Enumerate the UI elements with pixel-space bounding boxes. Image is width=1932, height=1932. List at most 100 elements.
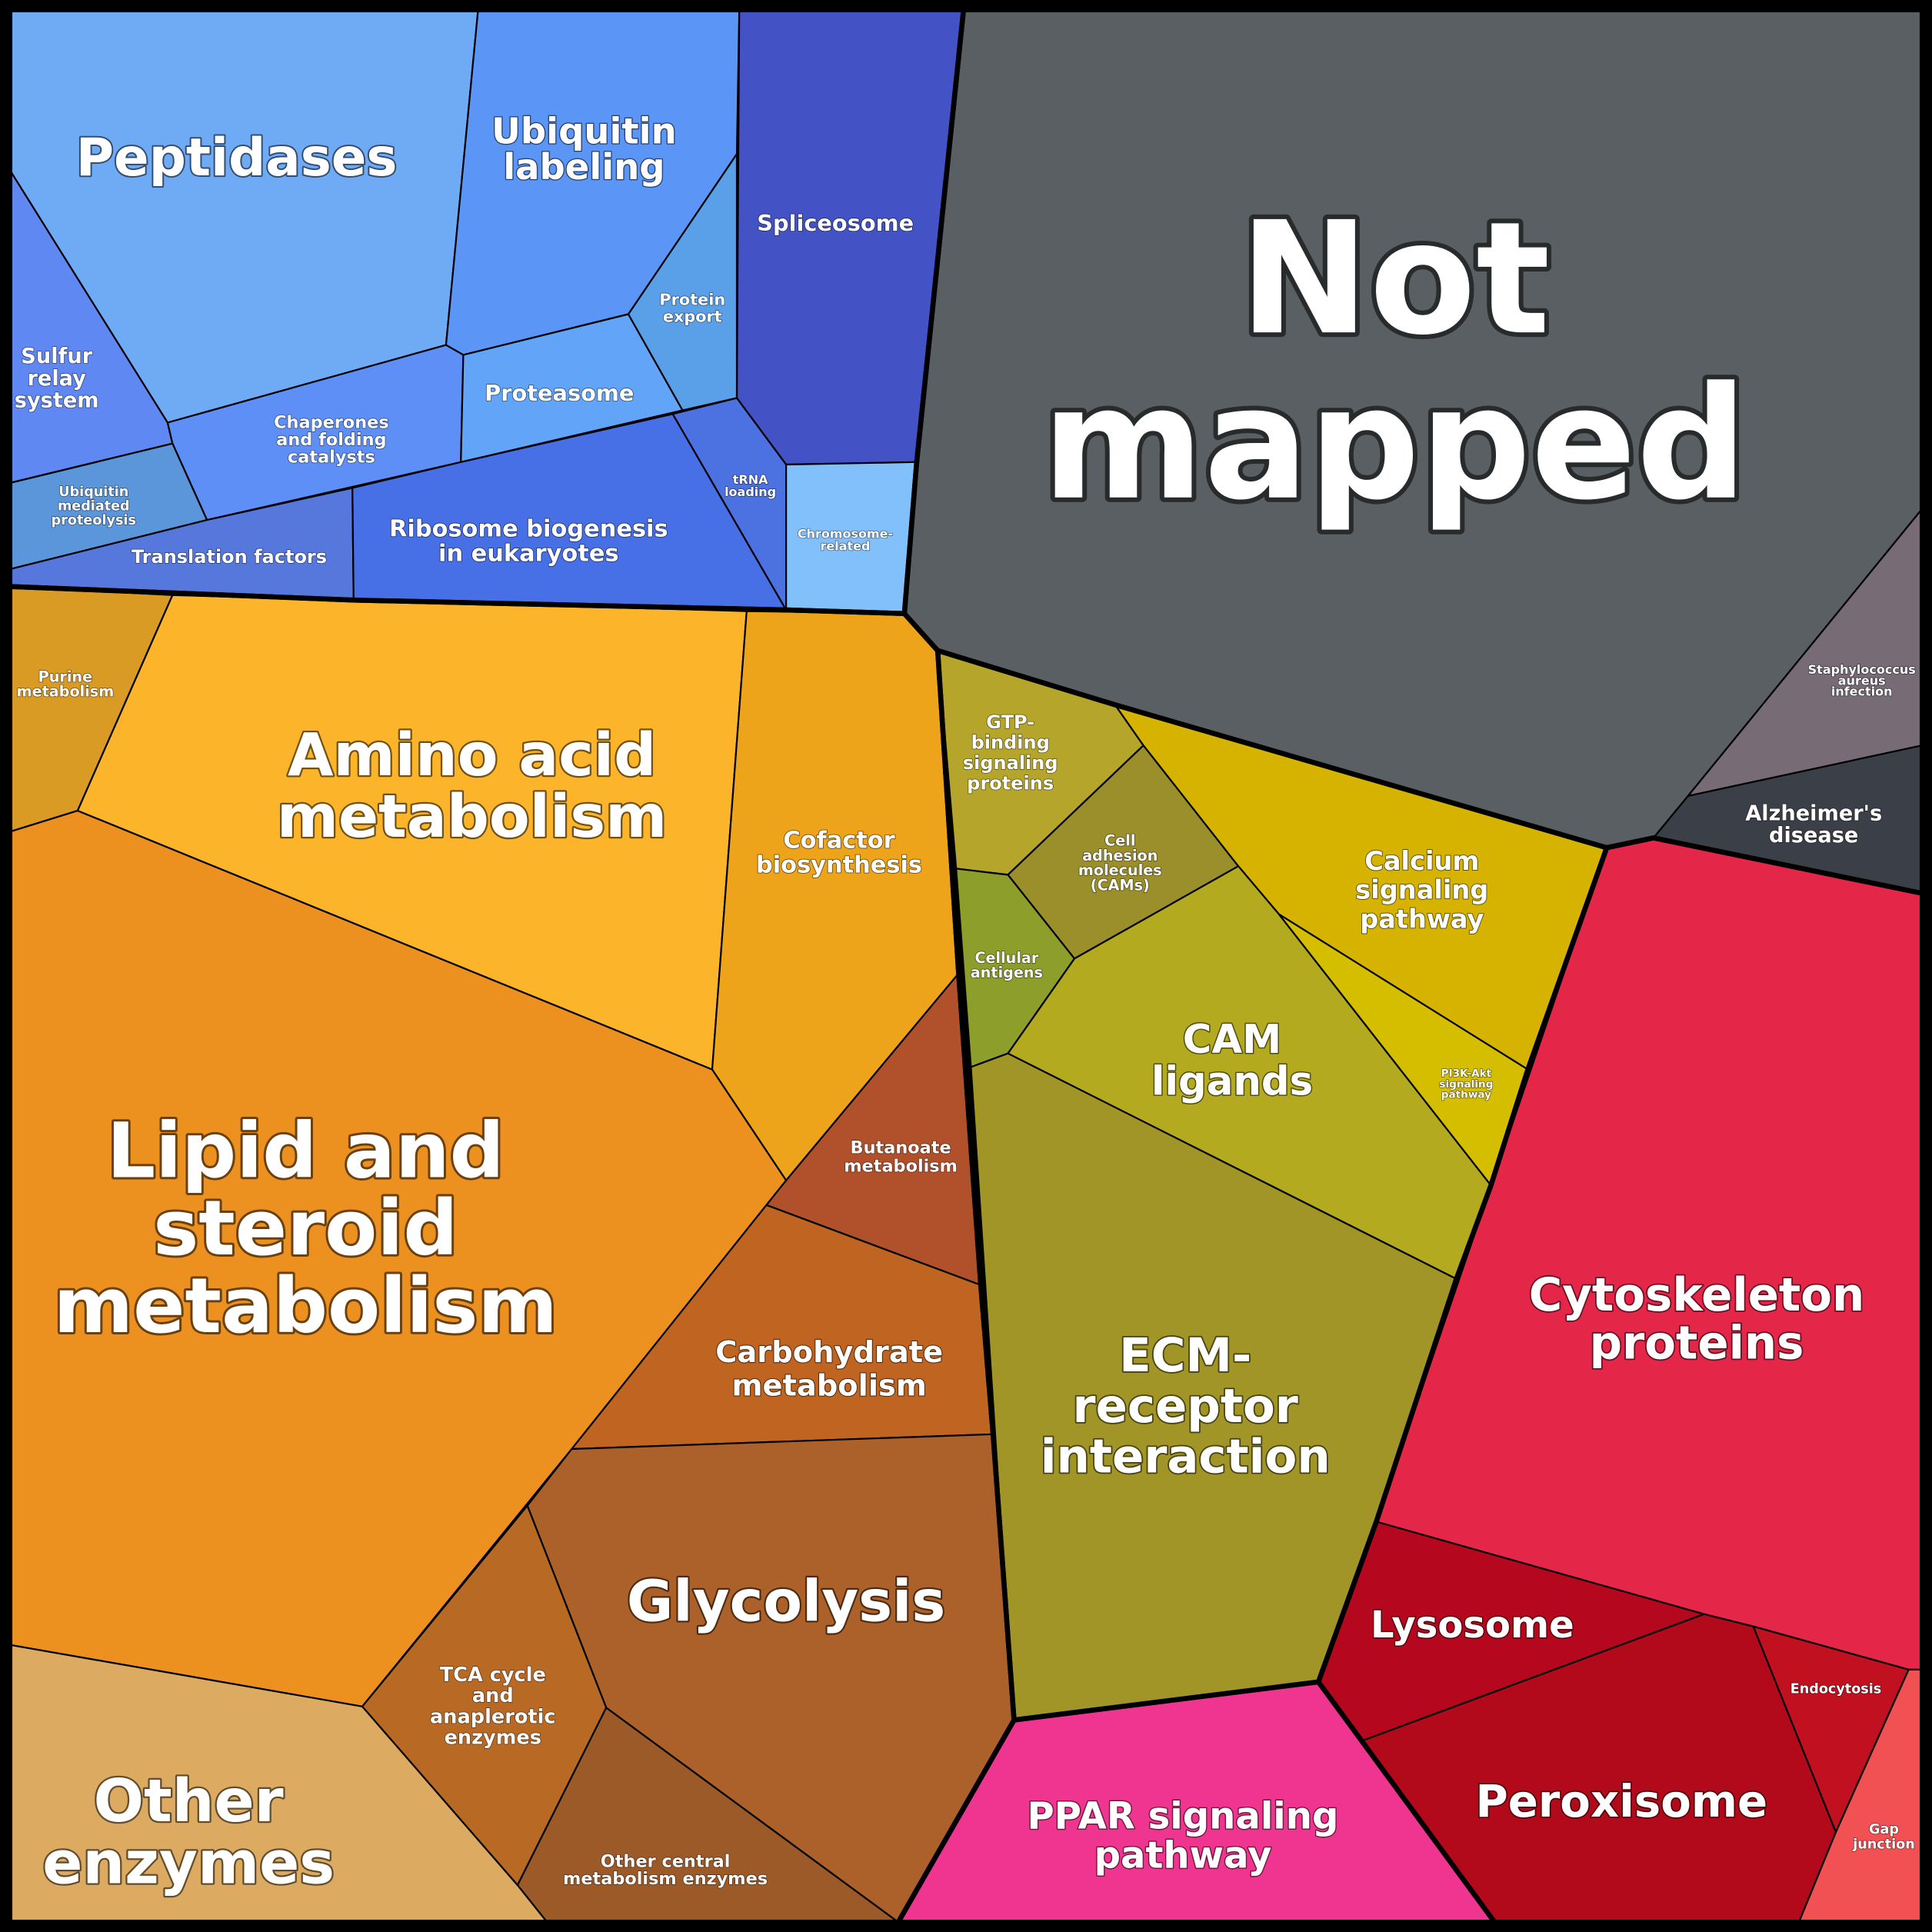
label-cell-adhesion-molecules: Cell adhesion molecules (CAMs) <box>1078 831 1162 894</box>
label-line: metabolism <box>844 1156 958 1176</box>
cell-protein-export <box>627 153 738 411</box>
label-ppar-signaling: PPAR signaling pathway <box>1028 1794 1339 1877</box>
label-line: Carbohydrate <box>715 1335 943 1370</box>
label-lysosome: Lysosome <box>1371 1604 1574 1647</box>
label-cellular-antigens: Cellular antigens <box>971 948 1043 981</box>
label-purine-metabolism: Purine metabolism <box>17 668 115 700</box>
label-line: Sulfur <box>21 345 92 368</box>
label-line: Butanoate <box>851 1138 951 1158</box>
label-line: infection <box>1831 684 1893 698</box>
label-lipid-steroid-metabolism: Lipid and steroid metabolism <box>54 1107 558 1351</box>
label-line: and <box>472 1684 514 1707</box>
label-line: interaction <box>1041 1429 1331 1484</box>
label-line: relay <box>27 366 86 390</box>
label-line: Other central <box>601 1852 731 1872</box>
label-line: aureus <box>1838 673 1886 688</box>
label-spliceosome: Spliceosome <box>757 210 914 236</box>
label-endocytosis: Endocytosis <box>1790 1681 1882 1697</box>
label-line: Ubiquitin <box>491 111 677 152</box>
label-not-mapped: Not mapped <box>1042 188 1747 535</box>
label-line: Protein <box>659 290 725 308</box>
label-line: PPAR signaling <box>1028 1794 1339 1837</box>
label-line: signaling <box>963 752 1058 774</box>
label-line: Other <box>94 1767 284 1836</box>
label-line: ECM- <box>1119 1328 1251 1383</box>
label-ubiquitin-mediated-proteolysis: Ubiquitin mediated proteolysis <box>52 485 136 528</box>
label-line: TCA cycle <box>440 1664 546 1687</box>
label-line: Proteasome <box>485 380 634 406</box>
label-line: Purine <box>38 668 92 685</box>
label-cytoskeleton-proteins: Cytoskeleton proteins <box>1529 1267 1864 1369</box>
label-line: Staphylococcus <box>1808 661 1916 676</box>
pink-group-border <box>895 1679 1497 1925</box>
label-tca-cycle: TCA cycle and anaplerotic enzymes <box>430 1664 556 1750</box>
label-line: Glycolysis <box>627 1569 945 1634</box>
label-line: Cellular <box>974 948 1038 966</box>
label-sulfur-relay-system: Sulfur relay system <box>15 345 99 413</box>
label-other-enzymes: Other enzymes <box>42 1767 335 1897</box>
label-carbohydrate-metabolism: Carbohydrate metabolism <box>715 1335 943 1403</box>
label-line: mapped <box>1042 353 1747 534</box>
label-line: Peptidases <box>76 128 398 188</box>
label-line: CAM <box>1183 1017 1281 1063</box>
label-chaperones: Chaperones and folding catalysts <box>274 413 389 468</box>
label-line: Alzheimer's <box>1745 801 1882 825</box>
label-line: Cytoskeleton <box>1529 1267 1864 1321</box>
label-line: Peroxisome <box>1475 1775 1767 1827</box>
label-line: export <box>663 308 722 326</box>
label-line: anaplerotic <box>430 1705 556 1728</box>
label-line: enzymes <box>445 1727 541 1750</box>
label-line: proteins <box>967 773 1054 794</box>
label-line: steroid <box>153 1184 458 1273</box>
label-line: ligands <box>1151 1059 1313 1105</box>
label-glycolysis: Glycolysis <box>627 1569 945 1634</box>
label-line: receptor <box>1073 1378 1298 1433</box>
label-line: catalysts <box>288 447 375 467</box>
label-chromosome-related: Chromosome-related <box>798 526 893 553</box>
label-protein-export: Protein export <box>659 290 725 325</box>
label-line: Chaperones <box>274 413 389 433</box>
label-butanoate-metabolism: Butanoate metabolism <box>844 1138 958 1176</box>
label-line: binding <box>971 732 1050 754</box>
label-line: pathway <box>1441 1088 1491 1101</box>
label-line: metabolism <box>54 1262 558 1351</box>
label-line: related <box>821 538 871 553</box>
label-line: antigens <box>971 964 1043 981</box>
label-line: metabolism <box>732 1368 927 1403</box>
label-line: pathway <box>1094 1834 1272 1877</box>
label-line: Ubiquitin <box>58 485 128 500</box>
label-cam-ligands: CAM ligands <box>1151 1017 1313 1105</box>
label-other-central-metabolism: Other central metabolism enzymes <box>563 1852 768 1889</box>
label-proteasome: Proteasome <box>485 380 634 406</box>
label-line: Spliceosome <box>757 210 914 236</box>
label-line: and folding <box>276 430 386 450</box>
cells-layer <box>8 8 1924 1924</box>
label-line: in eukaryotes <box>438 540 619 567</box>
label-line: pathway <box>1360 904 1484 934</box>
label-line: Amino acid <box>288 721 656 790</box>
label-peroxisome: Peroxisome <box>1475 1775 1767 1827</box>
label-line: adhesion <box>1082 846 1158 864</box>
label-trna-loading: tRNA loading <box>724 472 776 499</box>
label-line: Cofactor <box>783 827 894 854</box>
label-line: (CAMs) <box>1091 876 1150 894</box>
label-calcium-signaling: Calcium signaling pathway <box>1355 846 1488 934</box>
label-line: Calcium <box>1364 846 1479 876</box>
label-line: GTP- <box>986 711 1034 733</box>
label-ecm-receptor: ECM-receptor interaction <box>1041 1328 1331 1484</box>
label-ubiquitin-labeling: Ubiquitin labeling <box>491 111 677 188</box>
label-line: Endocytosis <box>1790 1681 1882 1697</box>
label-line: metabolism <box>277 783 667 851</box>
label-line: Chromosome- <box>798 526 893 541</box>
label-line: enzymes <box>42 1829 335 1897</box>
label-line: mediated <box>58 498 130 514</box>
label-line: signaling <box>1439 1078 1493 1091</box>
label-alzheimers: Alzheimer's disease <box>1745 801 1882 848</box>
label-line: labeling <box>503 146 665 188</box>
label-line: junction <box>1852 1837 1915 1852</box>
label-ribosome-biogenesis: Ribosome biogenesis in eukaryotes <box>389 515 668 567</box>
label-line: system <box>15 388 99 412</box>
